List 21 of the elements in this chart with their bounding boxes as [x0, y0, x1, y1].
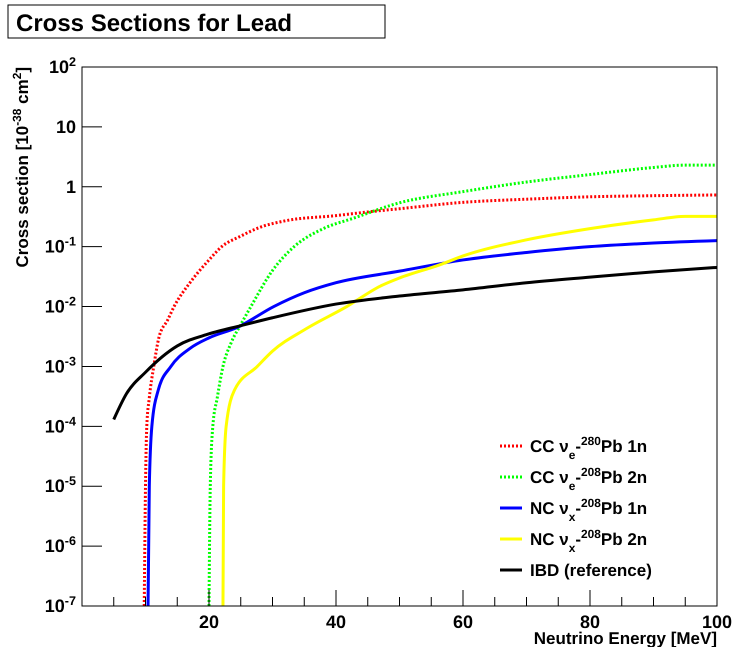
legend-label: IBD (reference): [530, 561, 652, 580]
y-tick-label: 10$^{-7}$: [44, 594, 76, 616]
y-tick-label: 10$^{-4}$: [44, 414, 76, 436]
y-tick-label: 10$^{-5}$: [44, 474, 76, 496]
legend-label: NC ν$_{x}$-$^{208}$Pb 1n: [530, 496, 648, 524]
y-tick-label: 10$^{-1}$: [44, 234, 76, 257]
y-tick-label: 10: [56, 116, 76, 137]
legend-label: CC ν$_{e}$-$^{208}$Pb 2n: [530, 465, 648, 493]
x-tick-label: 100: [702, 612, 732, 632]
chart-title: Cross Sections for Lead: [16, 10, 292, 37]
x-tick-label: 80: [580, 612, 600, 632]
y-tick-label: 10$^{-2}$: [44, 294, 76, 317]
y-tick-label: 1: [66, 176, 76, 197]
legend-label: CC ν$_{e}$-$^{280}$Pb 1n: [530, 434, 648, 462]
y-tick-label: 10$^{-6}$: [44, 534, 76, 556]
x-tick-label: 40: [326, 612, 346, 632]
x-tick-label: 20: [198, 612, 220, 632]
y-tick-label: 10$^{-3}$: [44, 354, 76, 376]
x-tick-label: 60: [452, 612, 474, 632]
y-tick-label: 10$^{2}$: [48, 55, 76, 77]
legend-label: NC ν$_{x}$-$^{208}$Pb 2n: [530, 527, 648, 555]
